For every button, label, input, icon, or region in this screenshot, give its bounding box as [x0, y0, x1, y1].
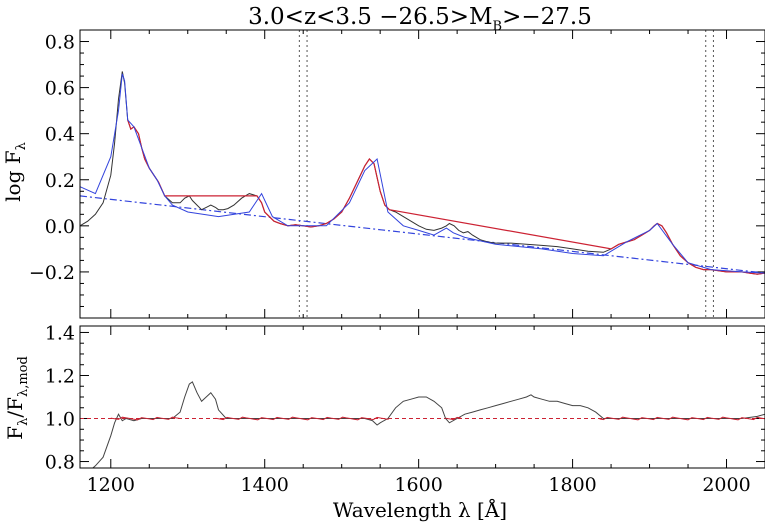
top-panel: −0.2 0.0 0.2 0.4 0.6 0.8 log Fλ: [1, 29, 765, 319]
bottom-y-tick-label: 0.8: [45, 452, 75, 474]
ratio-fitted-region-lines: [110, 416, 765, 421]
top-y-axis-label: log Fλ: [1, 142, 29, 202]
bottom-panel-ticks: 1200 1400 1600 1800 2000 0.8 1.0 1.2 1.4: [45, 322, 765, 496]
top-y-tick-label: −0.2: [29, 262, 75, 284]
model-components-line: [79, 73, 765, 274]
ratio-line: [92, 381, 765, 468]
top-y-tick-label: 0.8: [45, 32, 75, 54]
x-tick-label: 2000: [702, 474, 750, 496]
ratio-fitted-segment: [110, 416, 181, 421]
x-tick-label: 1800: [548, 474, 596, 496]
top-y-tick-label: 0.6: [45, 78, 75, 100]
spectrum-line: [79, 71, 765, 275]
ratio-fitted-segment: [215, 416, 389, 421]
x-tick-label: 1400: [241, 474, 289, 496]
chart-title: 3.0<z<3.5 −26.5>MB>−27.5: [248, 4, 592, 34]
top-panel-ticks: −0.2 0.0 0.2 0.4 0.6 0.8: [29, 30, 765, 319]
continuum-line: [79, 195, 765, 274]
ratio-fitted-segment: [599, 416, 765, 421]
x-tick-label: 1200: [87, 474, 135, 496]
ratio-fitted-segment: [445, 416, 462, 421]
bottom-panel-frame: [79, 325, 765, 469]
bottom-y-axis-label: Fλ/Fλ,mod: [3, 356, 31, 440]
bottom-y-tick-label: 1.2: [45, 365, 75, 387]
top-y-tick-label: 0.4: [45, 124, 75, 146]
model-fit-line: [127, 119, 765, 275]
bottom-y-tick-label: 1.0: [45, 409, 75, 431]
top-y-tick-label: 0.2: [45, 170, 75, 192]
x-tick-label: 1600: [394, 474, 442, 496]
bottom-panel: 1200 1400 1600 1800 2000 0.8 1.0 1.2 1.4 Fλ/Fλ,m…: [3, 322, 765, 496]
top-panel-frame: [79, 29, 765, 319]
bottom-y-tick-label: 1.4: [45, 322, 75, 344]
x-axis-label: Wavelength λ [Å]: [333, 497, 507, 522]
top-y-tick-label: 0.0: [45, 216, 75, 238]
